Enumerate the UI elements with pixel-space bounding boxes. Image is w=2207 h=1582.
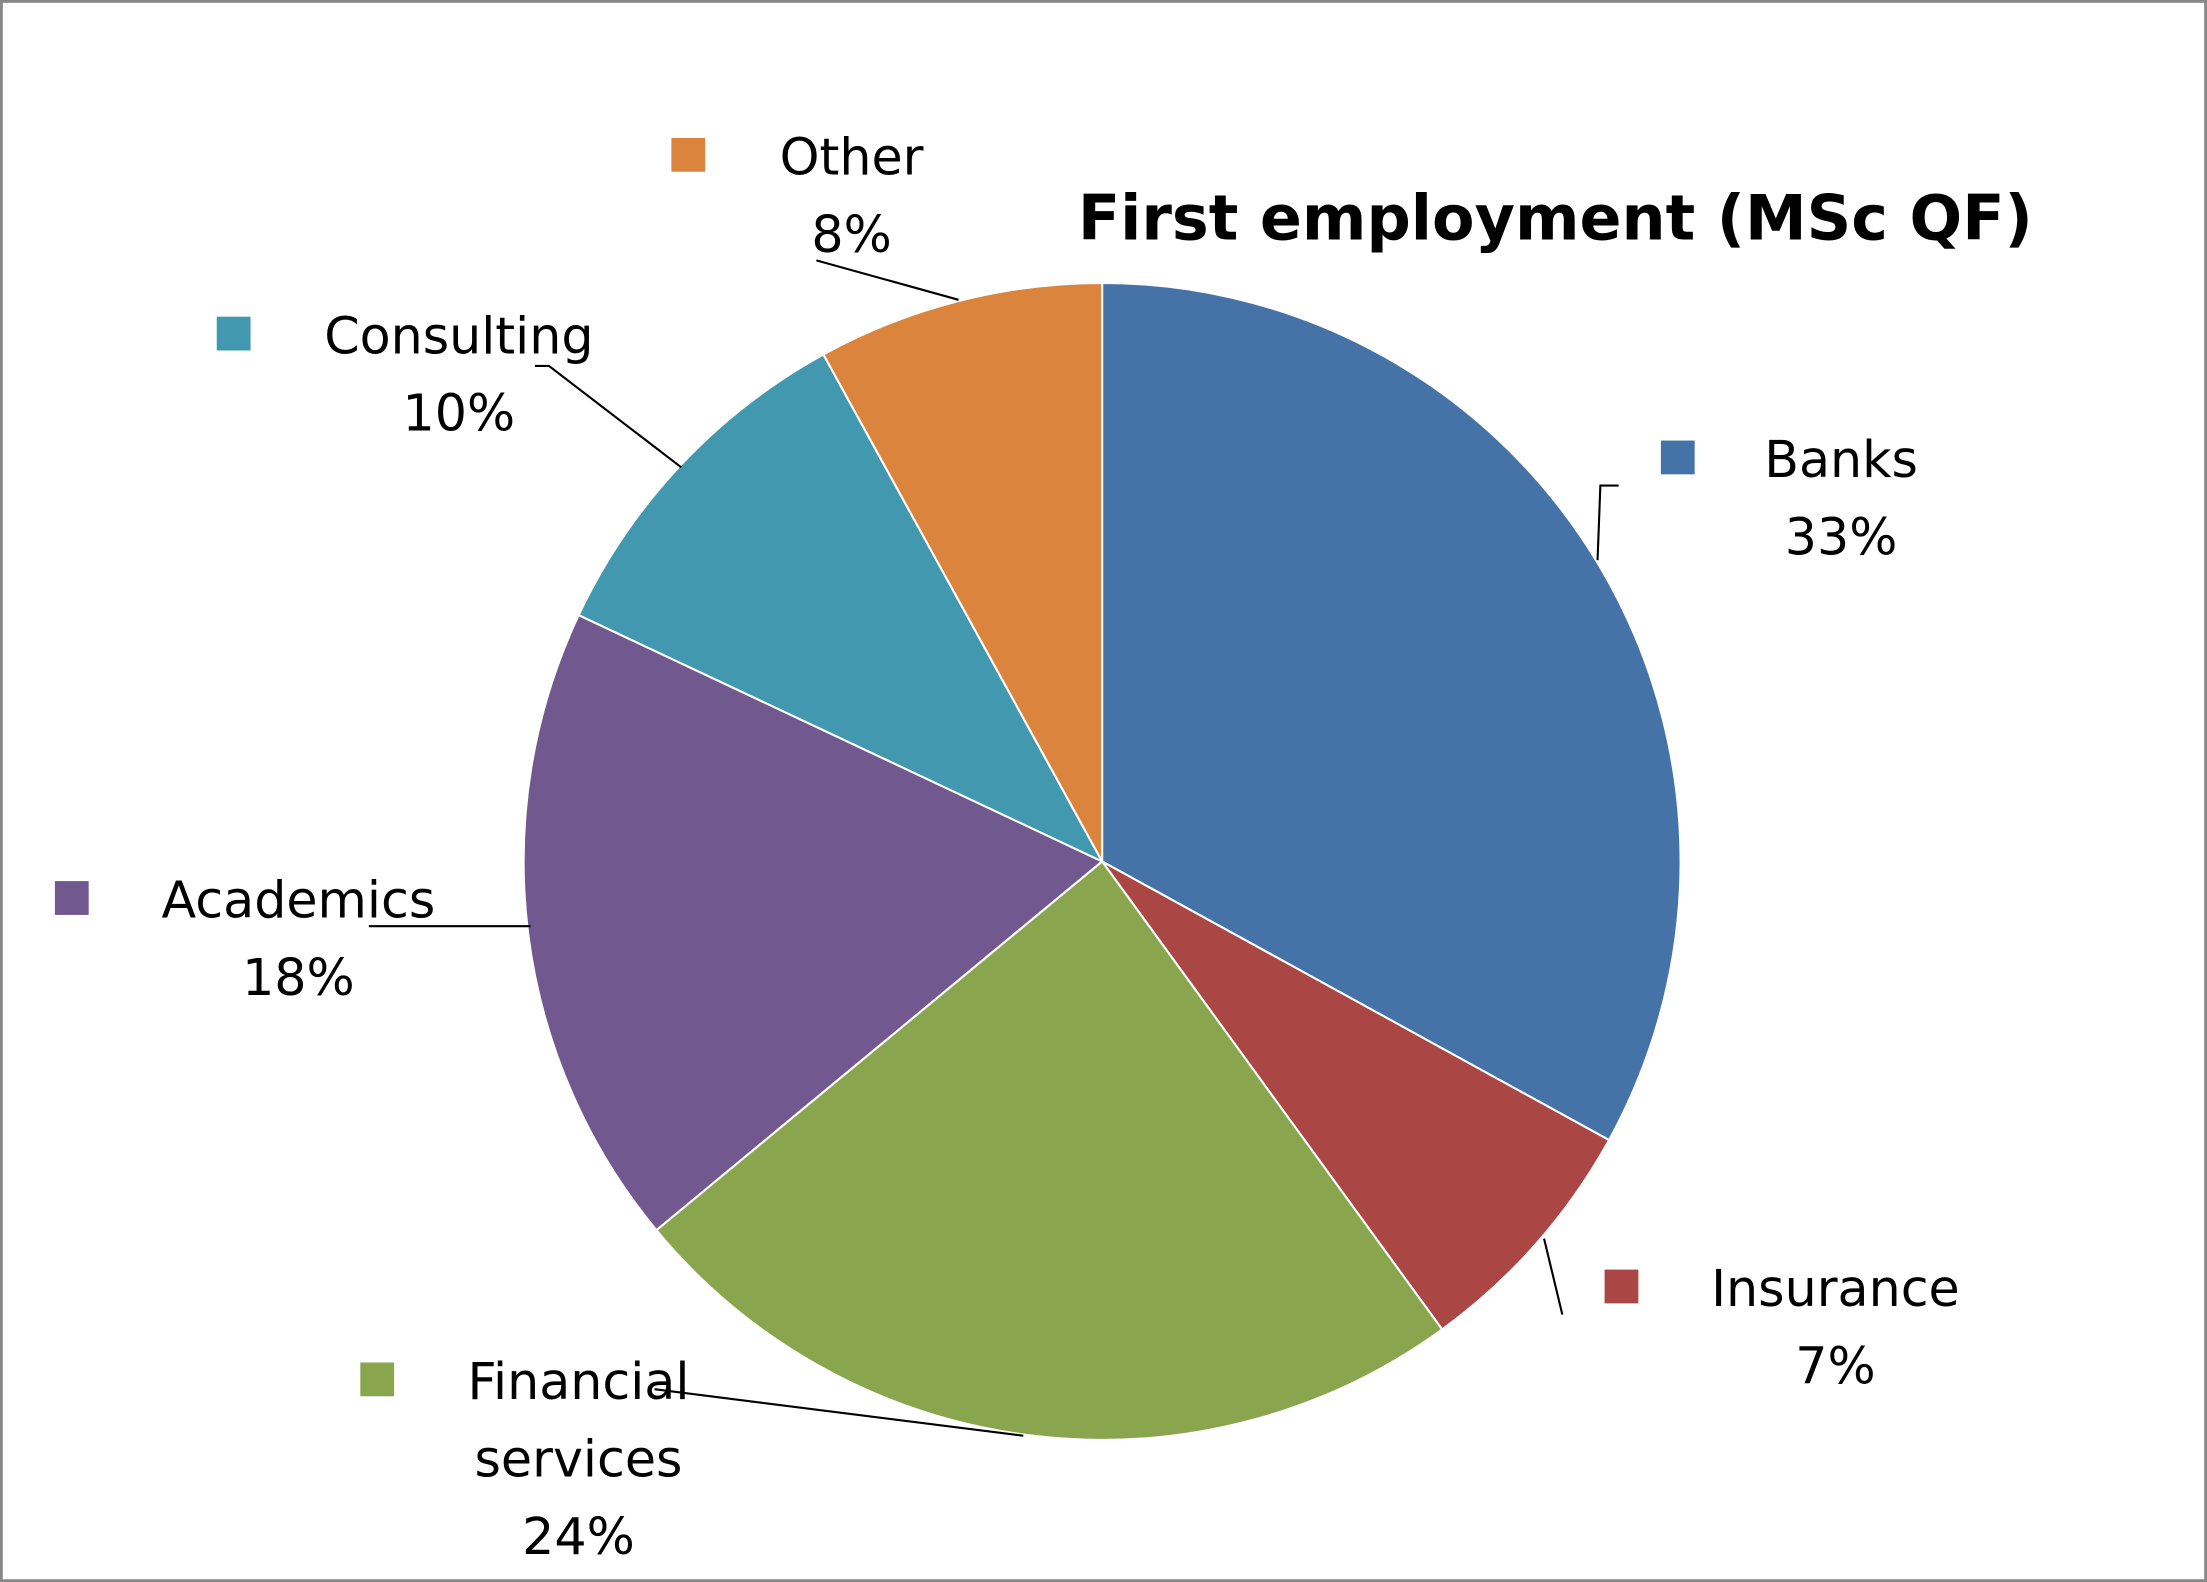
category-label: Banks xyxy=(1764,432,1918,490)
category-label: Financial services xyxy=(467,1354,690,1490)
leader-line xyxy=(1543,1238,1564,1315)
category-label: Academics xyxy=(161,872,436,931)
legend-swatch xyxy=(54,881,89,915)
value-label: 8% xyxy=(811,206,892,265)
data-label: Academics 18% xyxy=(129,863,467,1018)
legend-swatch xyxy=(216,316,251,351)
chart-title: First employment (MSc QF) xyxy=(1077,182,2033,255)
value-label: 24% xyxy=(522,1508,635,1567)
legend-swatch xyxy=(360,1362,395,1397)
value-label: 7% xyxy=(1795,1338,1876,1397)
category-label: Insurance xyxy=(1711,1261,1960,1319)
legend-swatch xyxy=(1604,1269,1639,1304)
category-label: Other xyxy=(779,129,924,188)
data-label: Banks 33% xyxy=(1700,422,1982,577)
pie-slice xyxy=(821,281,1104,862)
value-label: 33% xyxy=(1784,509,1898,568)
pie-slice xyxy=(1101,281,1682,1142)
legend-swatch xyxy=(671,137,706,172)
leader-line xyxy=(654,1388,1024,1437)
data-label: Other 8% xyxy=(739,120,964,275)
leader-line xyxy=(1596,484,1619,561)
value-label: 10% xyxy=(402,385,516,444)
data-label: Consulting 10% xyxy=(290,298,628,453)
data-label: Insurance 7% xyxy=(1681,1251,1991,1406)
legend-swatch xyxy=(1660,440,1695,475)
data-label: Financial services 24% xyxy=(445,1344,712,1576)
value-label: 18% xyxy=(242,950,355,1008)
pie-slice xyxy=(654,859,1444,1441)
pie-slice xyxy=(1101,860,1611,1331)
pie xyxy=(368,259,1682,1441)
category-label: Consulting xyxy=(324,308,594,366)
leader-line xyxy=(534,364,682,469)
leader-line xyxy=(816,259,959,301)
pie-slice xyxy=(522,613,1105,1232)
